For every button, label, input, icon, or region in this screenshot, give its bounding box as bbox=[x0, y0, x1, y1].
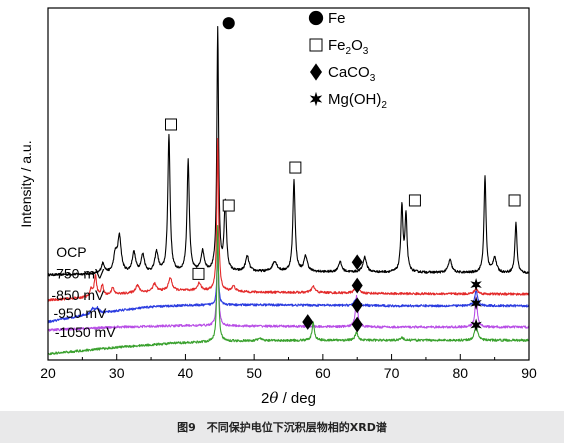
caption-bar: 图9 不同保护电位下沉积层物相的XRD谱 bbox=[0, 411, 564, 443]
series-label: -850 mV bbox=[51, 287, 105, 303]
series-line--750mv bbox=[48, 137, 529, 302]
x-tick-label: 20 bbox=[40, 365, 56, 381]
legend-label: Fe2O3 bbox=[328, 37, 369, 57]
legend: Fe Fe2O3 CaCO3 Mg(OH)2 bbox=[308, 10, 387, 111]
x-tick-label: 50 bbox=[246, 365, 262, 381]
x-tick-label: 30 bbox=[109, 365, 125, 381]
diamond-marker bbox=[351, 254, 363, 271]
square-marker bbox=[222, 199, 235, 212]
series-label: -1050 mV bbox=[55, 324, 116, 340]
series-label: -750 mV bbox=[51, 265, 105, 281]
series-line--850mv bbox=[48, 254, 529, 324]
square-marker bbox=[508, 194, 521, 207]
diamond-marker bbox=[351, 316, 363, 333]
diamond-marker bbox=[351, 277, 363, 294]
x-tick-label: 80 bbox=[452, 365, 468, 381]
legend-label: Mg(OH)2 bbox=[328, 91, 387, 111]
square-marker bbox=[309, 38, 323, 52]
circle-marker bbox=[308, 10, 324, 26]
legend-label: CaCO3 bbox=[328, 64, 376, 84]
circle-marker bbox=[222, 17, 235, 30]
y-axis-label: Intensity / a.u. bbox=[18, 140, 34, 227]
series-label: -950 mV bbox=[53, 305, 107, 321]
x-axis-label: 2θ / deg bbox=[261, 389, 316, 407]
series-label: OCP bbox=[56, 244, 86, 260]
series-group bbox=[48, 26, 529, 356]
xrd-chart: 20 30 40 50 60 70 80 90 2θ / deg Intensity / a.u.… bbox=[18, 7, 537, 407]
square-marker bbox=[408, 194, 421, 207]
legend-label: Fe bbox=[328, 10, 346, 27]
figure-caption: 图9 不同保护电位下沉积层物相的XRD谱 bbox=[177, 421, 387, 434]
star-marker bbox=[470, 318, 482, 332]
peak-markers bbox=[164, 17, 521, 333]
square-marker bbox=[164, 118, 177, 131]
series-line-ocp bbox=[48, 26, 529, 277]
square-marker bbox=[192, 267, 205, 280]
series-line--950mv bbox=[48, 244, 529, 332]
x-tick-label: 70 bbox=[384, 365, 400, 381]
x-tick-label: 90 bbox=[521, 365, 537, 381]
square-marker bbox=[289, 161, 302, 174]
diamond-marker bbox=[310, 63, 322, 81]
x-tick-label: 40 bbox=[178, 365, 194, 381]
series-line--1050mv bbox=[48, 225, 529, 356]
star-marker bbox=[470, 296, 482, 310]
star-marker bbox=[309, 91, 323, 107]
diamond-marker bbox=[302, 314, 314, 330]
diamond-marker bbox=[351, 297, 363, 314]
x-tick-label: 60 bbox=[315, 365, 331, 381]
star-marker bbox=[470, 277, 482, 292]
